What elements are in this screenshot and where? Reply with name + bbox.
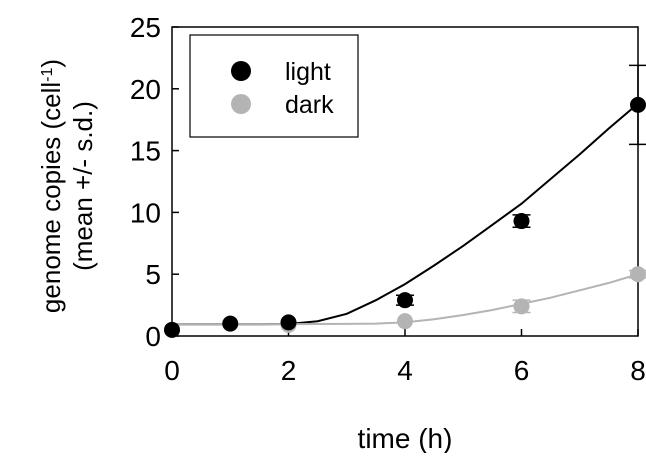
data-point-light (222, 315, 239, 332)
legend-label-light: light (285, 58, 331, 86)
y-tick-label: 10 (130, 197, 161, 228)
fit-curves (172, 102, 639, 326)
x-tick-label: 0 (164, 355, 180, 386)
y-tick-label: 20 (130, 74, 161, 105)
data-point-light (280, 314, 297, 331)
y-tick-label: 5 (145, 259, 161, 290)
data-points (164, 96, 646, 338)
data-point-dark (397, 313, 413, 330)
y-axis-label: genome copies (cell-1) (mean +/- s.d.) (36, 59, 98, 313)
legend-box (189, 34, 359, 138)
data-point-light (513, 213, 530, 230)
y-axis-ticks: 0 5 10 15 20 25 (130, 12, 179, 352)
fit-curve-dark (172, 273, 639, 326)
legend-label-dark: dark (285, 91, 334, 119)
y-tick-label: 25 (130, 12, 161, 43)
x-tick-label: 2 (281, 355, 297, 386)
data-point-light (397, 292, 413, 309)
x-tick-label: 8 (630, 355, 646, 386)
data-point-dark (630, 266, 646, 283)
x-axis-ticks: 0 2 4 6 8 (164, 329, 646, 386)
y-tick-label: 15 (130, 136, 161, 167)
x-tick-label: 6 (514, 355, 530, 386)
x-tick-label: 4 (397, 355, 413, 386)
legend: light dark (189, 34, 359, 138)
data-point-light (630, 96, 646, 113)
y-axis-label-suffix: ) (36, 59, 66, 68)
legend-marker-light (231, 61, 251, 81)
data-point-light (164, 321, 180, 338)
y-tick-label: 0 (145, 321, 161, 352)
y-axis-label-line1: genome copies (cell-1) (36, 59, 66, 313)
error-bars (396, 64, 646, 314)
legend-marker-dark (231, 94, 251, 114)
y-axis-label-prefix: genome copies (cell (36, 82, 66, 313)
y-axis-label-superscript: -1 (39, 68, 56, 82)
data-point-dark (513, 298, 530, 315)
x-axis-label: time (h) (358, 423, 453, 453)
y-axis-label-line2: (mean +/- s.d.) (68, 101, 98, 271)
